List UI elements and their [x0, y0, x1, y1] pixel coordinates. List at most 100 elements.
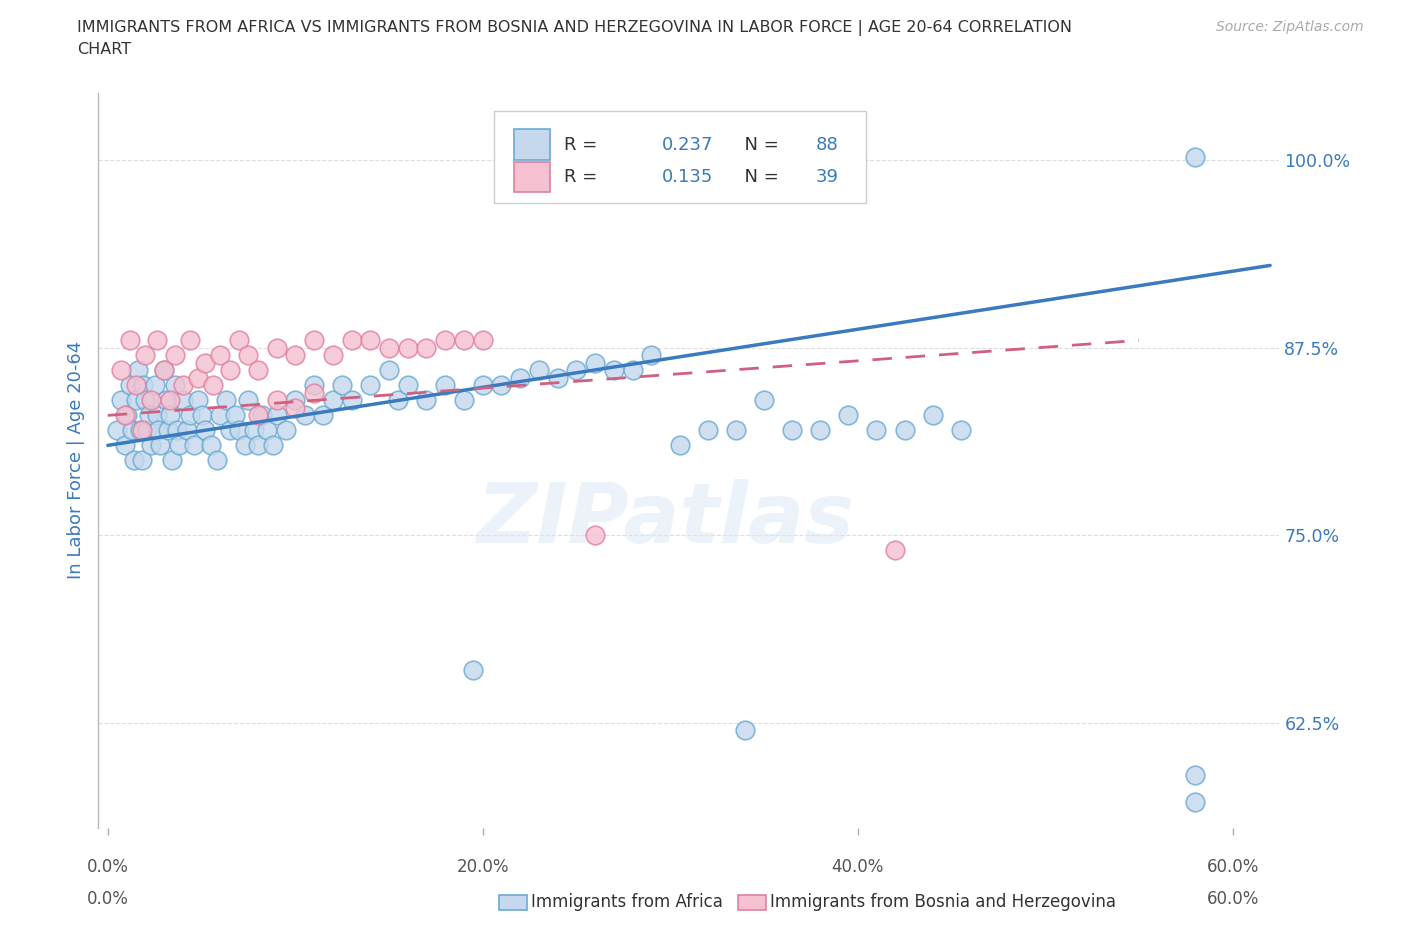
- Text: IMMIGRANTS FROM AFRICA VS IMMIGRANTS FROM BOSNIA AND HERZEGOVINA IN LABOR FORCE : IMMIGRANTS FROM AFRICA VS IMMIGRANTS FRO…: [77, 20, 1073, 36]
- Point: [780, 423, 803, 438]
- Point: [396, 340, 419, 355]
- Point: [209, 348, 232, 363]
- Point: [266, 408, 288, 423]
- Point: [228, 423, 250, 438]
- Point: [340, 333, 363, 348]
- Point: [491, 378, 513, 392]
- Point: [284, 348, 307, 363]
- Point: [322, 348, 344, 363]
- Point: [143, 378, 166, 392]
- Point: [752, 393, 775, 408]
- Point: [527, 363, 550, 378]
- Point: [115, 408, 138, 423]
- Text: Source: ZipAtlas.com: Source: ZipAtlas.com: [1216, 20, 1364, 34]
- Point: [837, 408, 859, 423]
- Point: [134, 348, 156, 363]
- FancyBboxPatch shape: [515, 129, 550, 160]
- Text: 20.0%: 20.0%: [457, 858, 509, 876]
- Point: [200, 438, 222, 453]
- Point: [696, 423, 718, 438]
- Point: [205, 453, 228, 468]
- Point: [120, 378, 142, 392]
- Y-axis label: In Labor Force | Age 20-64: In Labor Force | Age 20-64: [66, 341, 84, 579]
- FancyBboxPatch shape: [494, 112, 866, 204]
- Point: [453, 393, 475, 408]
- Point: [302, 333, 325, 348]
- Point: [1184, 795, 1206, 810]
- Text: Immigrants from Bosnia and Herzegovina: Immigrants from Bosnia and Herzegovina: [770, 893, 1116, 911]
- Point: [149, 438, 172, 453]
- Point: [302, 385, 325, 400]
- Point: [165, 348, 187, 363]
- Point: [884, 543, 907, 558]
- Text: 39: 39: [815, 168, 838, 186]
- Point: [165, 378, 187, 392]
- Point: [921, 408, 943, 423]
- Text: Immigrants from Africa: Immigrants from Africa: [531, 893, 723, 911]
- Point: [148, 423, 170, 438]
- Point: [114, 438, 136, 453]
- Point: [284, 393, 307, 408]
- Point: [893, 423, 915, 438]
- Point: [583, 528, 606, 543]
- Point: [471, 378, 494, 392]
- Point: [139, 393, 162, 408]
- Point: [415, 393, 437, 408]
- Point: [378, 340, 401, 355]
- Text: 0.0%: 0.0%: [87, 890, 129, 909]
- Point: [159, 408, 181, 423]
- Point: [322, 393, 344, 408]
- Text: R =: R =: [564, 168, 603, 186]
- Point: [359, 378, 381, 392]
- Point: [330, 378, 353, 392]
- Point: [471, 333, 494, 348]
- Point: [274, 423, 297, 438]
- Point: [246, 438, 269, 453]
- Point: [176, 423, 198, 438]
- Point: [238, 348, 260, 363]
- Point: [183, 438, 205, 453]
- Point: [159, 393, 181, 408]
- Point: [215, 393, 238, 408]
- Point: [134, 393, 156, 408]
- Point: [125, 378, 148, 392]
- Text: 88: 88: [815, 136, 838, 153]
- Point: [153, 363, 176, 378]
- Point: [121, 423, 143, 438]
- Point: [396, 378, 419, 392]
- Point: [194, 423, 217, 438]
- Point: [250, 408, 273, 423]
- Point: [132, 378, 155, 392]
- Point: [243, 423, 266, 438]
- Text: 0.0%: 0.0%: [87, 858, 129, 876]
- Point: [190, 408, 212, 423]
- FancyBboxPatch shape: [515, 162, 550, 193]
- Point: [453, 333, 475, 348]
- Point: [434, 333, 457, 348]
- Point: [145, 408, 167, 423]
- Point: [110, 363, 132, 378]
- Point: [172, 378, 194, 392]
- Point: [547, 370, 569, 385]
- Point: [284, 401, 307, 416]
- Point: [209, 408, 232, 423]
- Point: [110, 393, 132, 408]
- Point: [266, 340, 288, 355]
- Point: [128, 423, 150, 438]
- Point: [127, 363, 149, 378]
- Point: [415, 340, 437, 355]
- Point: [224, 408, 246, 423]
- Point: [131, 453, 153, 468]
- Point: [187, 370, 209, 385]
- Point: [378, 363, 401, 378]
- Point: [340, 393, 363, 408]
- Point: [565, 363, 588, 378]
- Point: [724, 423, 747, 438]
- Point: [166, 423, 188, 438]
- Point: [105, 423, 128, 438]
- Text: ZIPatlas: ZIPatlas: [477, 479, 855, 560]
- Point: [509, 370, 531, 385]
- Text: R =: R =: [564, 136, 603, 153]
- Point: [218, 363, 240, 378]
- Point: [266, 393, 288, 408]
